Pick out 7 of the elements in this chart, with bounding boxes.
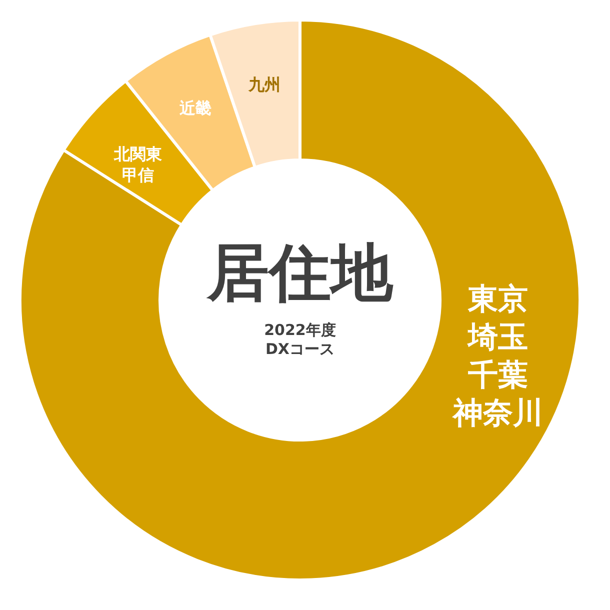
- slice-label: 近畿: [178, 98, 212, 118]
- slice-label: 東京埼玉千葉神奈川: [451, 282, 543, 431]
- slice-label: 九州: [248, 74, 281, 94]
- text: 2022年度DXコース: [264, 321, 336, 358]
- text: 居住地: [206, 236, 394, 309]
- slice-label: 北関東甲信: [112, 144, 163, 184]
- donut-slice: [18, 18, 582, 582]
